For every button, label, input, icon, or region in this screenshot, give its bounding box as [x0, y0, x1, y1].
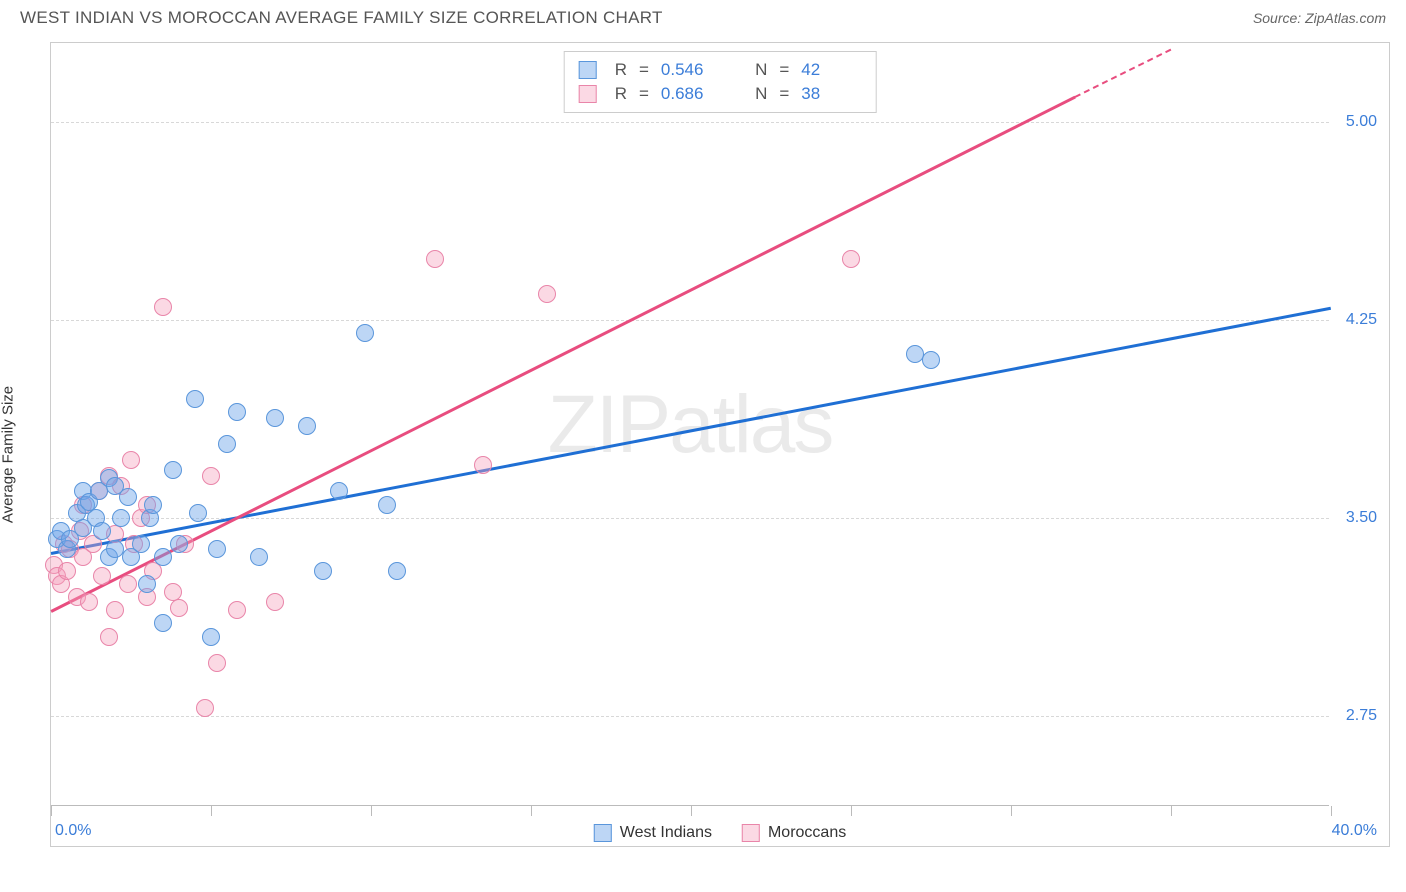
x-tick [51, 806, 52, 816]
scatter-point-moroccan [119, 575, 137, 593]
scatter-point-moroccan [170, 599, 188, 617]
scatter-point-west-indian [93, 522, 111, 540]
scatter-point-west-indian [144, 496, 162, 514]
x-tick [1331, 806, 1332, 816]
scatter-point-moroccan [106, 601, 124, 619]
scatter-point-moroccan [842, 250, 860, 268]
scatter-point-west-indian [164, 461, 182, 479]
x-axis-baseline [51, 805, 1329, 806]
scatter-point-west-indian [250, 548, 268, 566]
gridline-h [51, 320, 1329, 321]
scatter-point-west-indian [388, 562, 406, 580]
scatter-point-moroccan [58, 562, 76, 580]
scatter-point-moroccan [208, 654, 226, 672]
r-value: 0.546 [661, 60, 721, 80]
scatter-point-west-indian [314, 562, 332, 580]
n-value: 42 [801, 60, 861, 80]
scatter-point-west-indian [202, 628, 220, 646]
scatter-point-west-indian [186, 390, 204, 408]
scatter-point-moroccan [266, 593, 284, 611]
scatter-point-west-indian [132, 535, 150, 553]
scatter-point-moroccan [93, 567, 111, 585]
scatter-point-moroccan [80, 593, 98, 611]
scatter-point-west-indian [922, 351, 940, 369]
scatter-point-west-indian [170, 535, 188, 553]
scatter-point-moroccan [538, 285, 556, 303]
chart-container: ZIPatlas R = 0.546 N = 42R = 0.686 N = 3… [50, 42, 1390, 847]
legend-series-item: Moroccans [742, 824, 846, 842]
scatter-point-moroccan [122, 451, 140, 469]
scatter-point-west-indian [218, 435, 236, 453]
y-tick-label: 5.00 [1346, 113, 1377, 131]
x-tick [691, 806, 692, 816]
scatter-point-moroccan [100, 628, 118, 646]
legend-series-item: West Indians [594, 824, 712, 842]
scatter-point-west-indian [138, 575, 156, 593]
gridline-h [51, 122, 1329, 123]
scatter-point-west-indian [266, 409, 284, 427]
legend-series: West Indians Moroccans [594, 824, 846, 842]
scatter-point-west-indian [154, 614, 172, 632]
scatter-point-west-indian [112, 509, 130, 527]
y-tick-label: 4.25 [1346, 311, 1377, 329]
x-tick-label: 0.0% [55, 822, 91, 840]
x-tick [851, 806, 852, 816]
scatter-point-west-indian [378, 496, 396, 514]
scatter-point-moroccan [228, 601, 246, 619]
n-value: 38 [801, 84, 861, 104]
legend-swatch [579, 85, 597, 103]
legend-series-label: Moroccans [768, 824, 846, 841]
page-title: WEST INDIAN VS MOROCCAN AVERAGE FAMILY S… [20, 8, 663, 28]
scatter-point-west-indian [228, 403, 246, 421]
scatter-point-moroccan [426, 250, 444, 268]
watermark: ZIPatlas [548, 378, 833, 472]
x-tick [211, 806, 212, 816]
gridline-h [51, 518, 1329, 519]
scatter-point-west-indian [356, 324, 374, 342]
legend-correlation: R = 0.546 N = 42R = 0.686 N = 38 [564, 51, 877, 113]
legend-swatch [594, 824, 612, 842]
legend-correlation-row: R = 0.546 N = 42 [579, 58, 862, 82]
scatter-point-west-indian [119, 488, 137, 506]
legend-correlation-row: R = 0.686 N = 38 [579, 82, 862, 106]
plot-area: ZIPatlas [51, 43, 1329, 806]
scatter-point-west-indian [330, 482, 348, 500]
gridline-h [51, 716, 1329, 717]
y-axis-label: Average Family Size [0, 386, 17, 523]
x-tick [1171, 806, 1172, 816]
legend-swatch [742, 824, 760, 842]
source-attribution: Source: ZipAtlas.com [1253, 10, 1386, 26]
y-tick-label: 3.50 [1346, 509, 1377, 527]
r-value: 0.686 [661, 84, 721, 104]
scatter-point-moroccan [196, 699, 214, 717]
legend-series-label: West Indians [620, 824, 712, 841]
x-tick-label: 40.0% [1332, 822, 1377, 840]
scatter-point-moroccan [474, 456, 492, 474]
scatter-point-moroccan [202, 467, 220, 485]
y-tick-label: 2.75 [1346, 707, 1377, 725]
x-tick [371, 806, 372, 816]
scatter-point-west-indian [208, 540, 226, 558]
x-tick [531, 806, 532, 816]
legend-swatch [579, 61, 597, 79]
scatter-point-moroccan [154, 298, 172, 316]
scatter-point-west-indian [298, 417, 316, 435]
trend-line [1075, 48, 1172, 97]
scatter-point-west-indian [154, 548, 172, 566]
scatter-point-west-indian [189, 504, 207, 522]
x-tick [1011, 806, 1012, 816]
